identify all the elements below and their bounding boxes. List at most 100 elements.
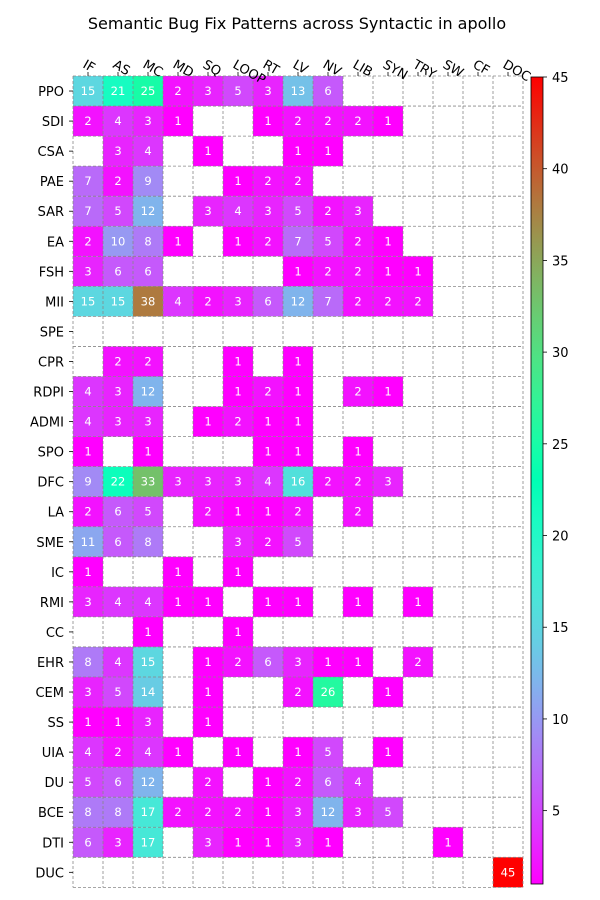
cell-value-label: 1: [414, 264, 421, 278]
cell-value-label: 2: [114, 174, 121, 188]
heatmap-cell: [73, 376, 103, 407]
heatmap-cell: [223, 166, 253, 197]
y-tick-label: RMI: [40, 596, 64, 611]
cell-value-label: 2: [324, 114, 331, 128]
y-tick-label: UIA: [42, 746, 64, 761]
cell-value-label: 2: [324, 475, 331, 489]
heatmap-cell: [103, 677, 133, 708]
heatmap-cell: [283, 737, 313, 768]
cell-value-label: 2: [114, 745, 121, 759]
heatmap-cell: [73, 646, 103, 677]
cell-value-label: 3: [264, 84, 271, 98]
x-tick-label: DOC: [500, 57, 533, 85]
cell-value-label: 3: [204, 835, 211, 849]
cell-value-label: 1: [264, 835, 271, 849]
heatmap-cell: [193, 827, 223, 858]
y-tick-label: DTI: [42, 836, 64, 851]
heatmap-cell: [313, 797, 343, 828]
grid-lines: [72, 75, 524, 888]
x-tick-label: IF: [80, 57, 97, 76]
y-tick-label: SPO: [38, 446, 64, 461]
heatmap-cell: [193, 797, 223, 828]
heatmap-cell: [193, 136, 223, 167]
cell-value-label: 2: [294, 174, 301, 188]
y-tick-label: EHR: [37, 656, 64, 671]
cell-value-label: 3: [294, 655, 301, 669]
cell-value-label: 4: [114, 655, 121, 669]
heatmap-cell: [103, 136, 133, 167]
heatmap-cell: [313, 76, 343, 107]
cell-value-label: 45: [501, 865, 516, 879]
heatmap-cell: [103, 526, 133, 557]
heatmap-cell: [283, 646, 313, 677]
cell-value-label: 38: [141, 294, 156, 308]
heatmap-cell: [343, 436, 373, 467]
heatmap-cell: [373, 376, 403, 407]
cell-value-label: 4: [114, 595, 121, 609]
colorbar-tick-label: 10: [552, 713, 569, 728]
cell-value-label: 3: [114, 835, 121, 849]
heatmap-cell: [253, 76, 283, 107]
cell-value-label: 6: [144, 264, 151, 278]
heatmap-cell: [223, 466, 253, 497]
heatmap-cell: [73, 256, 103, 287]
cell-value-label: 2: [354, 385, 361, 399]
heatmap-cell: [133, 406, 163, 437]
heatmap-cell: [253, 286, 283, 317]
heatmap-cell: [133, 166, 163, 197]
heatmap-cell: [253, 526, 283, 557]
cell-value-label: 1: [294, 595, 301, 609]
heatmap-cell: [73, 526, 103, 557]
cell-value-label: 3: [384, 475, 391, 489]
cell-value-label: 3: [204, 475, 211, 489]
x-tick-label: TRY: [409, 57, 438, 83]
heatmap-cell: [223, 376, 253, 407]
heatmap-cell: [343, 646, 373, 677]
cell-value-label: 1: [354, 445, 361, 459]
heatmap-cell: [433, 827, 463, 858]
heatmap-cell: [193, 677, 223, 708]
heatmap-cell: [73, 797, 103, 828]
cell-value-label: 33: [141, 475, 156, 489]
heatmap-cell: [193, 466, 223, 497]
cell-value-label: 1: [384, 385, 391, 399]
heatmap-cell: [283, 136, 313, 167]
heatmap-cell: [73, 106, 103, 137]
heatmap-cell: [133, 226, 163, 257]
heatmap-cell: [283, 526, 313, 557]
cell-value-label: 1: [264, 505, 271, 519]
cell-value-label: 12: [321, 805, 336, 819]
heatmap-cell: [103, 496, 133, 527]
cell-value-label: 2: [174, 805, 181, 819]
y-tick-label: PAE: [40, 175, 64, 190]
cell-value-label: 6: [114, 505, 121, 519]
cell-value-label: 4: [114, 114, 121, 128]
cell-value-label: 3: [354, 204, 361, 218]
cell-value-label: 1: [294, 445, 301, 459]
heatmap-cell: [283, 586, 313, 617]
cell-value-label: 8: [144, 234, 151, 248]
heatmap-cell: [253, 767, 283, 798]
heatmap-cell: [133, 526, 163, 557]
cell-value-label: 6: [114, 264, 121, 278]
heatmap-cell: [73, 196, 103, 227]
heatmap-cell: [283, 166, 313, 197]
heatmap-cell: [313, 286, 343, 317]
x-tick-label: SW: [440, 57, 466, 81]
cell-value-label: 6: [114, 535, 121, 549]
colorbar-tick-label: 5: [552, 805, 560, 820]
heatmap-cell: [253, 827, 283, 858]
heatmap-cell: [193, 406, 223, 437]
cell-value-label: 5: [234, 84, 241, 98]
heatmap-cell: [403, 646, 433, 677]
cell-value-label: 2: [84, 234, 91, 248]
colorbar-tick-label: 20: [552, 530, 569, 545]
heatmap-cell: [343, 586, 373, 617]
heatmap-cell: [373, 466, 403, 497]
heatmap-cell: [163, 556, 193, 587]
heatmap-cell: [103, 346, 133, 377]
heatmap-cell: [253, 406, 283, 437]
heatmap-cells: [73, 76, 523, 888]
cell-value-label: 2: [234, 415, 241, 429]
heatmap-cell: [223, 76, 253, 107]
